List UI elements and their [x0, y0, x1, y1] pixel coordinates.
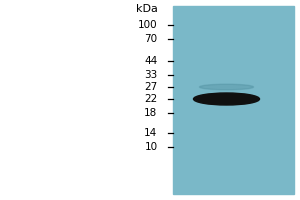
Ellipse shape	[200, 84, 253, 90]
Text: 22: 22	[144, 94, 158, 104]
Text: 10: 10	[144, 142, 158, 152]
Text: 44: 44	[144, 56, 158, 66]
Text: 18: 18	[144, 108, 158, 118]
Text: 100: 100	[138, 20, 158, 30]
Bar	[172, 6, 294, 194]
Text: kDa: kDa	[136, 4, 158, 14]
Text: 70: 70	[144, 34, 158, 44]
Text: 27: 27	[144, 82, 158, 92]
Text: 14: 14	[144, 128, 158, 138]
Ellipse shape	[194, 93, 260, 105]
Text: 33: 33	[144, 70, 158, 80]
